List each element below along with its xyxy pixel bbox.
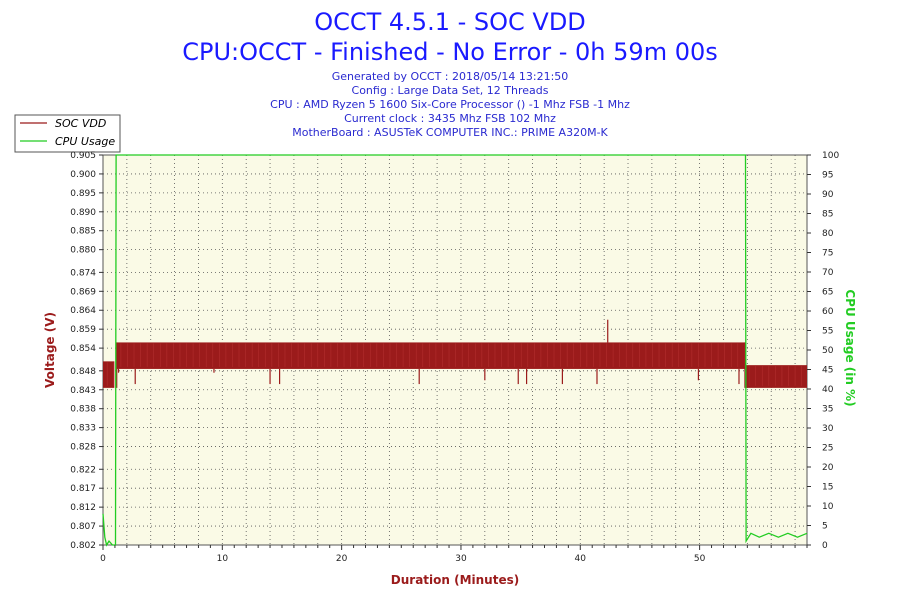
right-axis-tick-label: 100: [822, 151, 839, 161]
right-axis-tick-label: 85: [822, 210, 833, 220]
x-axis-tick-label: 30: [455, 554, 467, 564]
left-axis-tick-label: 0.807: [70, 522, 96, 532]
right-axis-tick-label: 60: [822, 307, 834, 317]
x-axis-tick-label: 0: [100, 554, 106, 564]
left-axis-tick-label: 0.848: [70, 367, 96, 377]
right-axis-tick-label: 0: [822, 541, 828, 551]
left-axis-tick-label: 0.822: [70, 465, 96, 475]
right-axis-tick-label: 20: [822, 463, 834, 473]
right-axis-tick-label: 65: [822, 288, 833, 298]
left-axis-tick-label: 0.854: [70, 344, 96, 354]
soc-vdd-band: [744, 365, 807, 388]
right-axis-tick-label: 70: [822, 268, 834, 278]
left-axis-tick-label: 0.885: [70, 227, 96, 237]
left-axis-tick-label: 0.895: [70, 189, 96, 199]
left-axis-tick-label: 0.828: [70, 443, 96, 453]
right-axis-tick-label: 75: [822, 249, 833, 259]
left-axis-tick-label: 0.880: [70, 246, 96, 256]
legend-label-soc-vdd: SOC VDD: [55, 117, 106, 130]
legend-label-cpu-usage: CPU Usage: [55, 135, 115, 148]
info-line-config: Config : Large Data Set, 12 Threads: [352, 84, 549, 97]
info-line-clock: Current clock : 3435 Mhz FSB 102 Mhz: [344, 112, 556, 125]
left-axis-tick-label: 0.905: [70, 151, 96, 161]
right-axis-tick-label: 45: [822, 366, 833, 376]
right-axis-tick-label: 50: [822, 346, 834, 356]
soc-vdd-series: [103, 319, 807, 388]
right-axis-tick-label: 35: [822, 405, 833, 415]
chart-title: OCCT 4.5.1 - SOC VDD: [314, 8, 586, 36]
right-axis-tick-label: 40: [822, 385, 834, 395]
left-axis-tick-label: 0.838: [70, 405, 96, 415]
left-axis-tick-label: 0.802: [70, 541, 96, 551]
x-axis-tick-label: 20: [336, 554, 348, 564]
right-axis-tick-label: 95: [822, 171, 833, 181]
left-axis-tick-label: 0.843: [70, 386, 96, 396]
x-axis-tick-label: 50: [694, 554, 706, 564]
right-axis-tick-label: 5: [822, 522, 828, 532]
left-axis-title: Voltage (V): [43, 312, 57, 388]
right-axis-tick-label: 55: [822, 327, 833, 337]
x-axis-tick-label: 40: [575, 554, 587, 564]
left-axis-tick-label: 0.900: [70, 170, 96, 180]
info-line-motherboard: MotherBoard : ASUSTeK COMPUTER INC.: PRI…: [292, 126, 608, 139]
info-line-generated: Generated by OCCT : 2018/05/14 13:21:50: [332, 70, 569, 83]
soc-vdd-band: [103, 361, 115, 388]
right-axis-tick-label: 10: [822, 502, 834, 512]
right-axis-tick-label: 80: [822, 229, 834, 239]
left-axis-tick-label: 0.874: [70, 268, 96, 278]
right-axis-title: CPU Usage (in %): [843, 289, 857, 406]
x-axis-tick-label: 10: [217, 554, 229, 564]
right-axis-tick-label: 25: [822, 444, 833, 454]
soc-vdd-band: [116, 342, 745, 369]
left-axis-tick-label: 0.890: [70, 208, 96, 218]
left-axis-tick-label: 0.864: [70, 306, 96, 316]
axes: 0.802 0.807 0.812 0.817 0.822 0.828 0.833 0.838…: [70, 151, 839, 564]
right-axis-tick-label: 15: [822, 483, 833, 493]
left-axis-tick-label: 0.869: [70, 287, 96, 297]
left-axis-tick-label: 0.859: [70, 325, 96, 335]
right-axis-tick-label: 90: [822, 190, 834, 200]
left-axis-tick-label: 0.812: [70, 503, 96, 513]
legend-box: [14, 114, 121, 153]
left-axis-tick-label: 0.817: [70, 484, 96, 494]
x-axis-title: Duration (Minutes): [391, 573, 519, 587]
cpu-usage-line: [102, 154, 808, 547]
info-line-cpu: CPU : AMD Ryzen 5 1600 Six-Core Processo…: [270, 98, 630, 111]
right-axis-tick-label: 30: [822, 424, 834, 434]
chart-subtitle: CPU:OCCT - Finished - No Error - 0h 59m …: [182, 38, 718, 66]
left-axis-tick-label: 0.833: [70, 424, 96, 434]
legend: SOC VDD CPU Usage: [14, 114, 121, 153]
